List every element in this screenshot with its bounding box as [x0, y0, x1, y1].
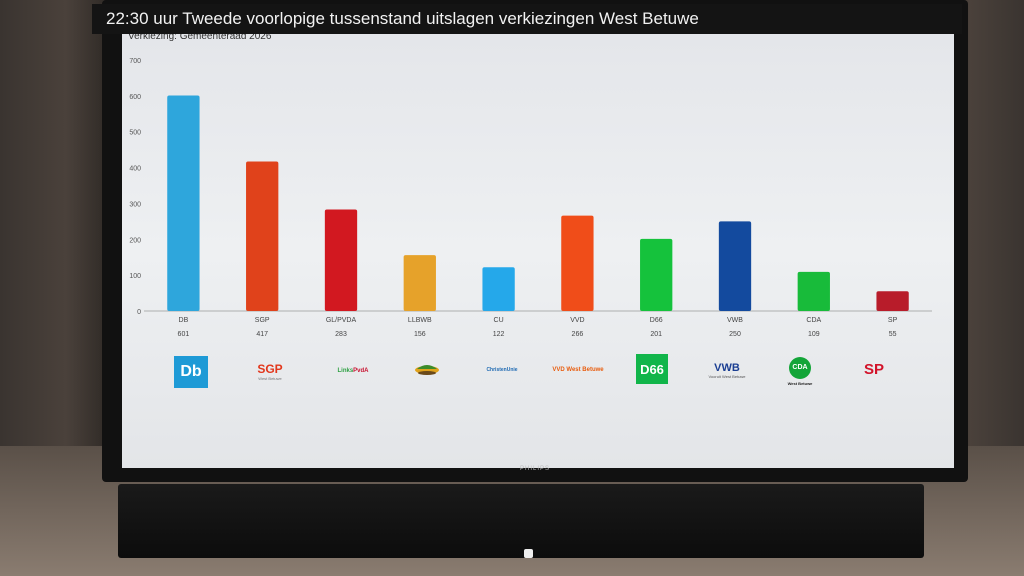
election-subtitle: Verkiezing: Gemeenteraad 2026 [128, 34, 272, 42]
y-tick-label: 100 [129, 273, 141, 280]
x-tick-label: CDA [806, 317, 821, 324]
tv-screen: Verkiezing: Gemeenteraad 2026 0 100 200 300… [122, 34, 954, 468]
x-tick-label: LLBWB [408, 317, 432, 324]
x-tick-label: CU [494, 317, 504, 324]
bar-sgp [246, 161, 279, 311]
value-label: 122 [493, 331, 505, 338]
value-label: 156 [414, 331, 426, 338]
vwb-logo: VWB Vooruit West Betuwe [708, 358, 745, 382]
value-label: 250 [729, 331, 741, 338]
x-tick-label: D66 [650, 317, 663, 324]
sgp-logo-text: SGP [257, 361, 283, 376]
y-tick-label: 500 [129, 130, 141, 137]
x-tick-label: SP [888, 317, 898, 324]
bar-chart: 0 100 200 300 400 500 600 700 DB 601 SGP 417 GL/PVDA… [129, 58, 932, 338]
bar-db [167, 95, 200, 312]
value-label: 601 [178, 331, 190, 338]
y-tick-label: 700 [129, 58, 141, 65]
vwb-logo-subtext: Vooruit West Betuwe [708, 373, 746, 379]
value-label: 55 [889, 331, 897, 338]
bar-gl-pvda [324, 209, 358, 311]
cda-logo-subtext: West Betuwe [787, 380, 813, 386]
page-title: 22:30 uur Tweede voorlopige tussenstand … [92, 4, 962, 34]
speaker-icon [524, 549, 533, 558]
gl-logo-text: Links [337, 368, 354, 374]
sgp-logo-subtext: West Betuwe [258, 375, 282, 381]
y-tick-label: 0 [137, 309, 141, 316]
bar-cda [797, 271, 830, 311]
x-tick-label: GL/PVDA [326, 317, 357, 324]
cda-logo-disc: CDA [789, 356, 811, 379]
tv-stand [118, 484, 924, 558]
tv-brand-label: PHILIPS [520, 466, 551, 472]
sp-logo: SP [863, 360, 884, 378]
x-tick-label: DB [179, 317, 189, 324]
y-tick-label: 200 [129, 237, 141, 244]
bar-vvd [561, 215, 594, 311]
d66-logo: D66 [636, 354, 668, 384]
bar-vwb [718, 221, 752, 311]
sgp-logo: SGP West Betuwe [250, 361, 290, 381]
value-label: 266 [572, 331, 584, 338]
value-label: 109 [808, 331, 820, 338]
x-tick-label: VVD [570, 317, 584, 324]
value-label: 201 [650, 331, 662, 338]
bar-d66 [640, 238, 673, 311]
llbwb-logo [412, 362, 442, 376]
vvd-logo: VVD West Betuwe [552, 367, 604, 373]
x-tick-label: VWB [727, 317, 743, 324]
pvda-logo-text: PvdA [353, 368, 369, 374]
cda-logo: CDA West Betuwe [786, 354, 814, 388]
y-tick-label: 400 [129, 166, 141, 173]
y-tick-label: 300 [129, 201, 141, 208]
value-label: 283 [335, 331, 347, 338]
x-tick-label: SGP [255, 317, 270, 324]
llbwb-emblem-icon [415, 365, 439, 375]
vwb-logo-text: VWB [714, 361, 740, 374]
y-tick-label: 600 [129, 94, 141, 101]
gl-pvda-logo: Links PvdA [330, 364, 376, 378]
cu-logo: ChristenUnie [486, 367, 518, 373]
bar-cu [482, 267, 515, 311]
db-logo: Db [174, 356, 208, 388]
bar-sp [876, 291, 909, 311]
bar-llbwb [403, 255, 436, 311]
value-label: 417 [256, 331, 268, 338]
